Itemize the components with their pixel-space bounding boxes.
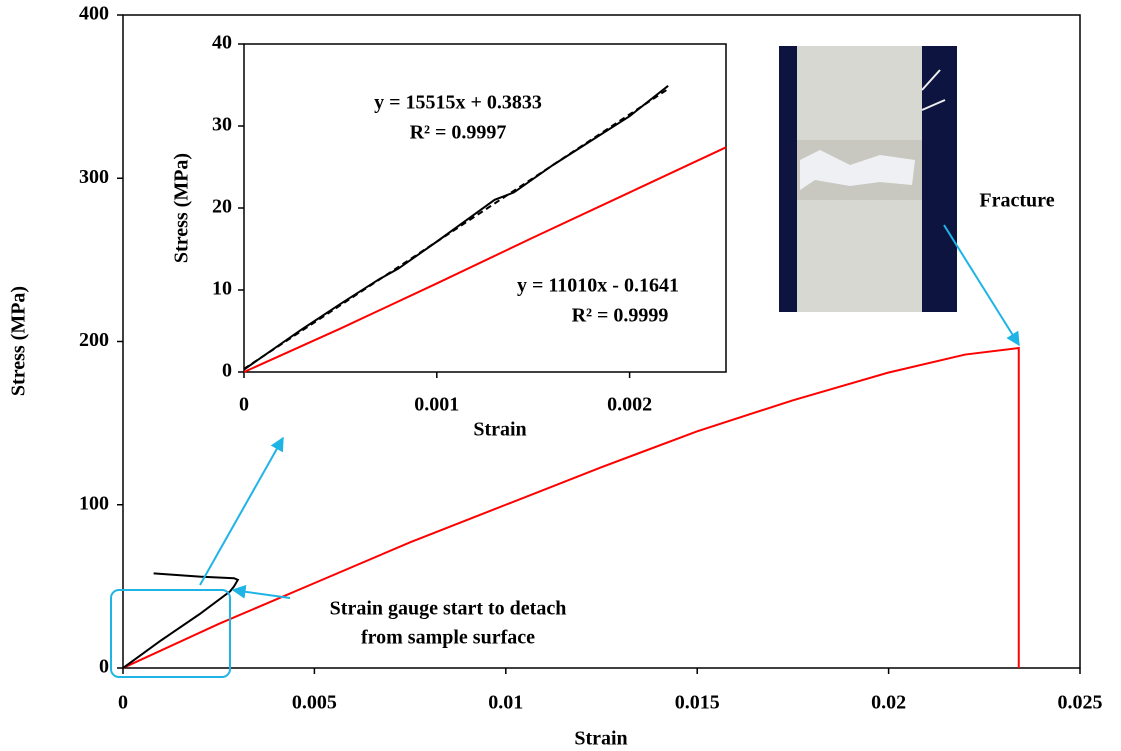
y-tick-label: 0	[222, 360, 232, 382]
zoom-arrow	[199, 436, 284, 586]
detach-arrow	[231, 584, 291, 599]
data-line	[122, 572, 240, 669]
x-axis-label: Strain	[473, 419, 526, 441]
y-tick-label: 300	[79, 166, 109, 188]
annotation: Strain gauge start to detach	[330, 598, 567, 620]
x-tick-label: 0.015	[675, 692, 720, 714]
y-tick-label: 30	[212, 114, 232, 136]
y-tick-label: 40	[212, 32, 232, 54]
x-tick-label: 0.002	[607, 394, 652, 416]
equation: R² = 0.9997	[410, 122, 507, 144]
y-axis-label: Stress (MPa)	[171, 153, 193, 263]
annotation: Fracture	[979, 190, 1054, 212]
y-tick-label: 200	[79, 329, 109, 351]
data-line	[243, 88, 669, 370]
x-tick-label: 0.001	[414, 394, 459, 416]
data-line	[122, 346, 1020, 669]
x-tick-label: 0	[239, 394, 249, 416]
equation: y = 15515x + 0.3833	[374, 92, 542, 114]
x-axis-label: Strain	[574, 728, 627, 750]
zoom-box	[110, 589, 231, 678]
fracture-photo	[779, 46, 957, 312]
equation: y = 11010x - 0.1641	[517, 275, 679, 297]
x-tick-label: 0.02	[871, 692, 906, 714]
x-tick-label: 0.005	[292, 692, 337, 714]
equation: R² = 0.9999	[572, 305, 669, 327]
y-tick-label: 0	[99, 656, 109, 678]
inset-plot: 0 0.001 0.002 0 10 20 30 40 Strain Stress (MPa)	[171, 32, 727, 441]
y-axis-label: Stress (MPa)	[8, 286, 30, 396]
y-tick-label: 10	[212, 278, 232, 300]
x-tick-label: 0	[118, 692, 128, 714]
main-plot: 0 0.005 0.01 0.015 0.02 0.0250100200300400Str…	[8, 3, 1103, 750]
annotation: from sample surface	[361, 627, 535, 649]
x-tick-label: 0.01	[488, 692, 523, 714]
x-tick-label: 0.025	[1058, 692, 1103, 714]
y-tick-label: 20	[212, 196, 232, 218]
data-line	[243, 146, 727, 373]
fracture-arrow	[943, 224, 1020, 347]
y-tick-label: 100	[79, 492, 109, 514]
y-tick-label: 400	[79, 3, 109, 25]
